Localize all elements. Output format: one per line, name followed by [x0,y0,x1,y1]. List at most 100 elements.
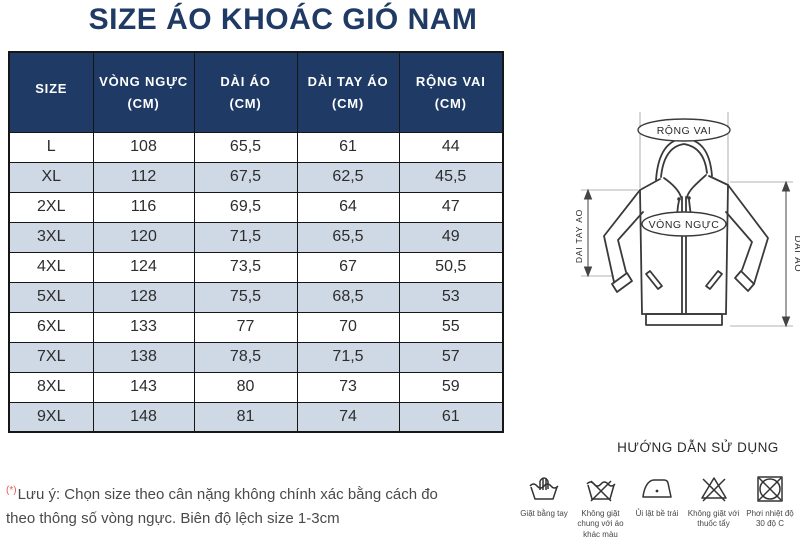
size-cell: L [8,131,94,163]
value-cell: 65,5 [296,221,400,253]
value-cell: 148 [92,401,195,433]
header-chest: VÒNG NGỰC (CM) [92,51,195,133]
value-cell: 78,5 [193,341,298,373]
no-mixed-wash-icon [585,480,616,502]
size-cell: 2XL [8,191,94,223]
sleeve-left-inner [617,211,644,273]
size-cell: 9XL [8,401,94,433]
size-chart-table: SIZE VÒNG NGỰC (CM) DÀI ÁO (CM) DÀI TAY ÁO… [8,51,504,433]
dry-30c-icon [757,476,783,502]
value-cell: 62,5 [296,161,400,193]
shoulder-callout [637,118,731,142]
size-cell: 5XL [8,281,94,313]
care-item-dry-30: Phơi nhiệt độ 30 độ C [742,471,798,540]
value-cell: 73 [296,371,400,403]
shoulder-right [708,175,729,186]
sleeve-right-outer [727,184,769,285]
value-cell: 75,5 [193,281,298,313]
iron-inside-out-icon [642,479,672,498]
value-cell: 112 [92,161,195,193]
care-label: Ủi lật bề trái [635,509,679,518]
table-row: L 108 65,5 61 44 [8,131,504,163]
value-cell: 64 [296,191,400,223]
care-item-hand-wash: Giặt bằng tay [516,471,572,540]
sleeve-left-outer [603,189,641,283]
table-row: 3XL 120 71,5 65,5 49 [8,221,504,253]
care-label: Không giặt với thuốc tẩy [687,509,740,529]
care-item-no-bleach: Không giặt với thuốc tẩy [686,471,742,540]
guide-lines [581,112,793,327]
size-cell: 7XL [8,341,94,373]
shoulder-width-label: RỘNG VAI [657,124,712,137]
value-cell: 67,5 [193,161,298,193]
sleeve-right-inner [725,211,753,271]
cuff-left [611,272,633,293]
value-cell: 45,5 [398,161,504,193]
care-label: Phơi nhiệt độ 30 độ C [746,509,794,529]
callout-ellipses [637,118,731,237]
note-text: Lưu ý: Chọn size theo cân nặng không chí… [6,486,438,527]
value-cell: 50,5 [398,251,504,283]
value-cell: 67 [296,251,400,283]
pocket-right [705,270,723,290]
value-cell: 120 [92,221,195,253]
page-title: SIZE ÁO KHOÁC GIÓ NAM [88,3,478,36]
header-size: SIZE [8,51,94,133]
value-cell: 124 [92,251,195,283]
sleeve-length-label: DÀI TAY ÁO [576,209,584,263]
care-icons-row: Giặt bằng tay Không giặt chung với áo kh… [516,471,798,540]
value-cell: 53 [398,281,504,313]
table-row: XL 112 67,5 62,5 45,5 [8,161,504,193]
table-row: 2XL 116 69,5 64 47 [8,191,504,223]
body-side-right [725,184,729,315]
value-cell: 61 [296,131,400,163]
value-cell: 77 [193,311,298,343]
care-label: Giặt bằng tay [520,509,568,518]
size-cell: XL [8,161,94,193]
collar-right [686,174,707,198]
table-row: 9XL 148 81 74 61 [8,401,504,433]
value-cell: 55 [398,311,504,343]
value-cell: 80 [193,371,298,403]
value-cell: 138 [92,341,195,373]
collar-left [663,177,682,198]
cuff-right [734,270,755,292]
value-cell: 69,5 [193,191,298,223]
header-sleeve-length: DÀI TAY ÁO (CM) [296,51,400,133]
hand-wash-icon [529,477,559,500]
value-cell: 47 [398,191,504,223]
value-cell: 74 [296,401,400,433]
size-cell: 6XL [8,311,94,343]
chest-callout [641,211,727,237]
table-row: 6XL 133 77 70 55 [8,311,504,343]
jacket-length-label: DÀI ÁO [792,235,800,272]
table-row: 8XL 143 80 73 59 [8,371,504,403]
care-item-no-mixed-wash: Không giặt chung với áo khác màu [573,471,629,540]
jacket-measurement-diagram: RỘNG VAI VÒNG NGỰC DÀI TAY ÁO DÀI ÁO [576,112,800,328]
care-item-iron: Ủi lật bề trái [629,471,685,540]
value-cell: 70 [296,311,400,343]
size-cell: 4XL [8,251,94,283]
table-row: 5XL 128 75,5 68,5 53 [8,281,504,313]
size-cell: 3XL [8,221,94,253]
value-cell: 68,5 [296,281,400,313]
value-cell: 81 [193,401,298,433]
hood-inner [660,143,708,178]
value-cell: 108 [92,131,195,163]
table-row: 7XL 138 78,5 71,5 57 [8,341,504,373]
value-cell: 116 [92,191,195,223]
value-cell: 71,5 [296,341,400,373]
value-cell: 59 [398,371,504,403]
no-bleach-icon [700,477,727,502]
pocket-left [645,270,663,290]
grommets [677,196,691,201]
care-label: Không giặt chung với áo khác màu [577,509,624,539]
shoulder-left [639,178,661,191]
size-note: (*)Lưu ý: Chọn size theo cân nặng không … [6,483,458,531]
value-cell: 49 [398,221,504,253]
dimension-arrows [583,180,791,328]
header-jacket-length: DÀI ÁO (CM) [193,51,298,133]
table-header: SIZE VÒNG NGỰC (CM) DÀI ÁO (CM) DÀI TAY ÁO… [8,51,504,133]
value-cell: 61 [398,401,504,433]
value-cell: 143 [92,371,195,403]
